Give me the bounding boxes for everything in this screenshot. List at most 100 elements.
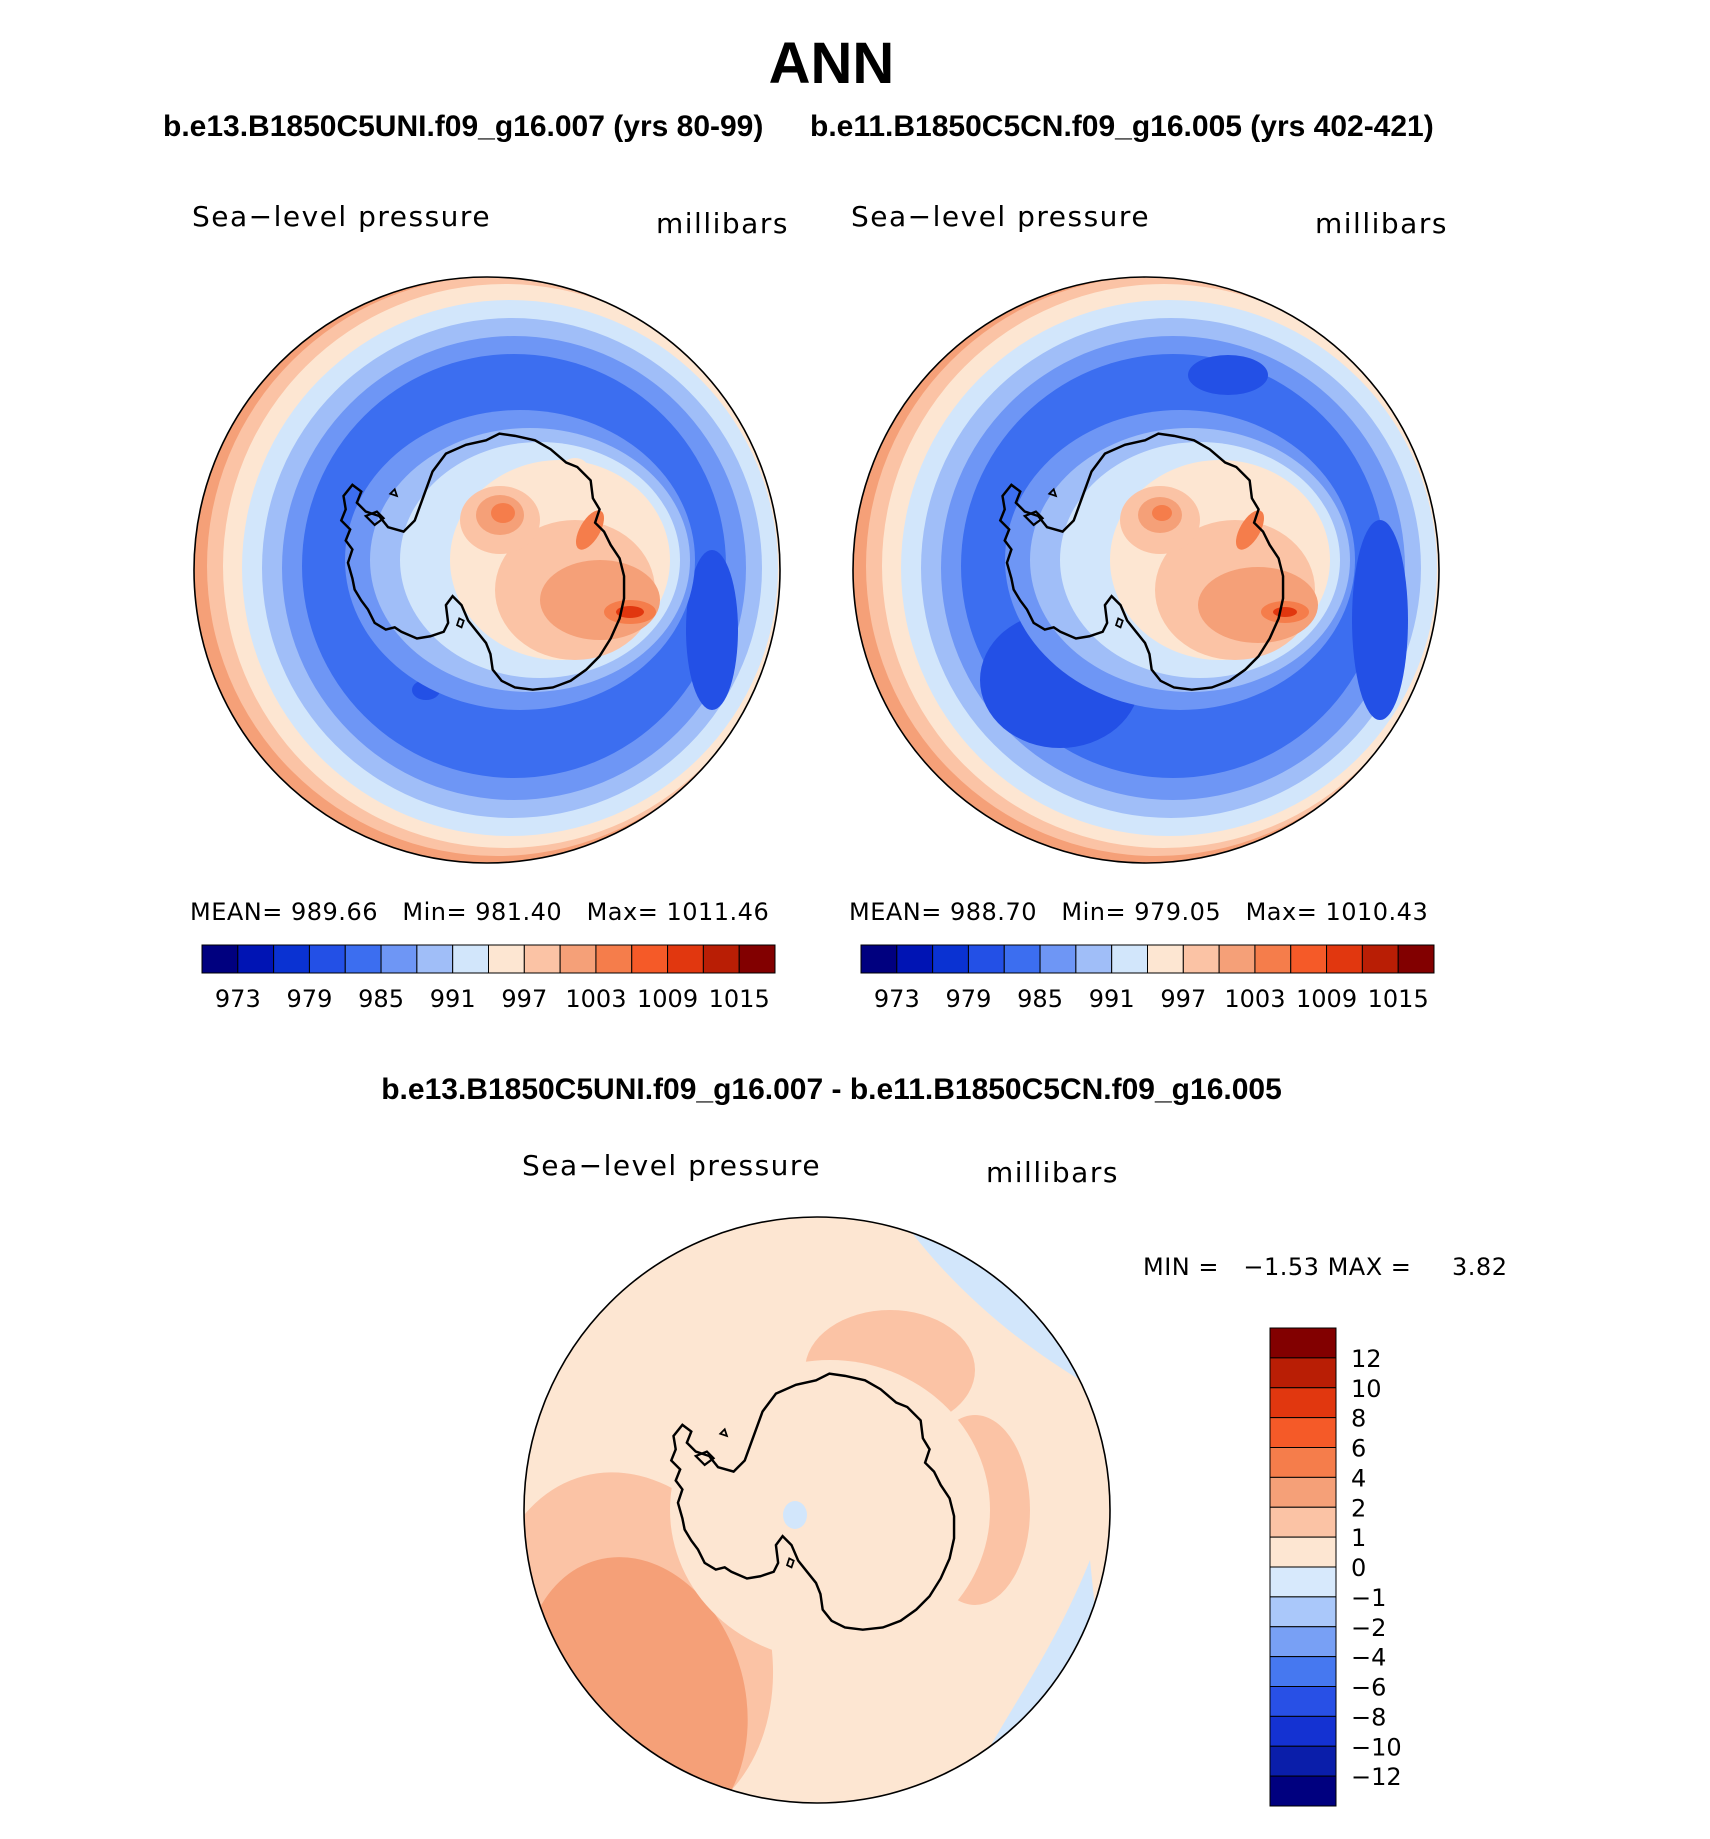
colorbar-swatch <box>1269 1506 1337 1538</box>
colorbar-tick-label: 4 <box>1351 1464 1366 1492</box>
mean-value: 989.66 <box>291 898 378 926</box>
colorbar-tick-label: −4 <box>1351 1644 1386 1672</box>
colorbar-swatch <box>201 944 239 974</box>
colorbar-swatch <box>344 944 382 974</box>
colorbar-swatch <box>1039 944 1077 974</box>
colorbar-tick-label: −6 <box>1351 1674 1386 1702</box>
colorbar-tick-label: 8 <box>1351 1405 1366 1433</box>
stats-diff: MIN = −1.53 MAX = 3.82 <box>1143 1253 1507 1281</box>
colorbar-swatch <box>896 944 934 974</box>
colorbar-swatch <box>559 944 597 974</box>
colorbar-left: 973 979 985 991 997 1003 1009 1015 <box>201 944 776 1013</box>
colorbar-swatch <box>416 944 454 974</box>
colorbar-tick-label: 985 <box>358 985 404 1013</box>
colorbar-swatch <box>738 944 776 974</box>
colorbar-swatch <box>1254 944 1292 974</box>
colorbar-swatch <box>1269 1566 1337 1598</box>
min-value: 981.40 <box>475 898 563 926</box>
colorbar-tick-label: 973 <box>215 985 261 1013</box>
units-label-right: millibars <box>1315 207 1448 240</box>
colorbar-tick-label: 1015 <box>709 985 770 1013</box>
min-value: 979.05 <box>1134 898 1222 926</box>
colorbar-swatch <box>1075 944 1113 974</box>
colorbar-swatch <box>1269 1536 1337 1568</box>
max-label: Max= <box>1245 898 1318 926</box>
colorbar-swatch <box>273 944 310 974</box>
colorbar-swatch <box>1182 944 1220 974</box>
colorbar-tick-label: 1 <box>1351 1524 1366 1552</box>
colorbar-swatch <box>523 944 561 974</box>
colorbar-swatch <box>932 944 969 974</box>
min-label: Min= <box>1061 898 1127 926</box>
colorbar-swatch <box>631 944 669 974</box>
colorbar-tick-label: 10 <box>1351 1375 1382 1403</box>
colorbar-tick-label: 1003 <box>1224 985 1285 1013</box>
figure-title: ANN <box>768 31 895 96</box>
colorbar-tick-label: 0 <box>1351 1554 1366 1582</box>
colorbar-swatch <box>860 944 898 974</box>
colorbar-swatch <box>452 944 489 974</box>
colorbar-swatch <box>1111 944 1148 974</box>
max-label: Max= <box>586 898 659 926</box>
colorbar-tick-label: −1 <box>1351 1584 1386 1612</box>
colorbar-swatch <box>1269 1447 1337 1478</box>
colorbar-swatch <box>1269 1327 1337 1359</box>
colorbar-tick-label: −12 <box>1351 1763 1402 1791</box>
colorbar-tick-label: 1015 <box>1368 985 1429 1013</box>
colorbar-swatch <box>1269 1596 1337 1628</box>
colorbar-tick-label: 973 <box>874 985 920 1013</box>
colorbar-swatch <box>667 944 704 974</box>
colorbar-swatch <box>1269 1387 1337 1419</box>
diff-max-value: 3.82 <box>1452 1253 1508 1281</box>
mean-label: MEAN= <box>849 898 942 926</box>
colorbar-tick-label: 979 <box>287 985 333 1013</box>
colorbar-swatch <box>702 944 740 974</box>
units-label-left: millibars <box>656 207 789 240</box>
colorbar-swatch <box>595 944 633 974</box>
colorbar-swatch <box>1397 944 1435 974</box>
colorbar-swatch <box>1147 944 1184 974</box>
colorbar-tick-label: −8 <box>1351 1703 1386 1731</box>
max-value: 1011.46 <box>666 898 770 926</box>
colorbar-right: 973 979 985 991 997 1003 1009 1015 <box>860 944 1435 1013</box>
variable-label-left: Sea−level pressure <box>192 200 492 233</box>
variable-label-right: Sea−level pressure <box>851 200 1151 233</box>
colorbar-swatch <box>1269 1745 1337 1777</box>
colorbar-tick-label: 1009 <box>637 985 698 1013</box>
colorbar-swatch <box>1290 944 1328 974</box>
map-boundary-left <box>193 276 781 864</box>
max-value: 1010.43 <box>1325 898 1429 926</box>
colorbar-tick-label: −2 <box>1351 1614 1386 1642</box>
colorbar-tick-label: 991 <box>1089 985 1135 1013</box>
colorbar-tick-label: 997 <box>1160 985 1206 1013</box>
colorbar-swatch <box>1361 944 1399 974</box>
min-label: Min= <box>402 898 468 926</box>
diff-max-label: MAX = <box>1327 1253 1412 1281</box>
colorbar-swatch <box>1269 1417 1337 1448</box>
difference-title: b.e13.B1850C5UNI.f09_g16.007 - b.e11.B18… <box>381 1073 1282 1106</box>
colorbar-swatch <box>1218 944 1256 974</box>
colorbar-swatch <box>308 944 346 974</box>
colorbar-tick-label: 997 <box>501 985 547 1013</box>
colorbar-tick-label: 2 <box>1351 1494 1366 1522</box>
mean-label: MEAN= <box>190 898 283 926</box>
map-left <box>194 277 780 863</box>
case-title-right: b.e11.B1850C5CN.f09_g16.005 (yrs 402-421… <box>810 110 1434 143</box>
colorbar-tick-label: 985 <box>1017 985 1063 1013</box>
diff-min-value: −1.53 <box>1243 1253 1320 1281</box>
colorbar-tick-label: 12 <box>1351 1345 1382 1373</box>
units-label-diff: millibars <box>986 1156 1119 1189</box>
map-boundary-difference <box>523 1216 1111 1804</box>
colorbar-swatch <box>1269 1775 1337 1807</box>
colorbar-swatch <box>1003 944 1041 974</box>
colorbar-swatch <box>1269 1626 1337 1658</box>
stats-left: MEAN= 989.66 Min= 981.40 Max= 1011.46 <box>190 898 769 926</box>
colorbar-tick-label: 979 <box>946 985 992 1013</box>
map-right <box>853 277 1439 863</box>
colorbar-swatch <box>1326 944 1363 974</box>
colorbar-swatch <box>1269 1357 1337 1389</box>
colorbar-swatch <box>237 944 275 974</box>
colorbar-swatch <box>380 944 418 974</box>
colorbar-tick-label: 6 <box>1351 1435 1366 1463</box>
